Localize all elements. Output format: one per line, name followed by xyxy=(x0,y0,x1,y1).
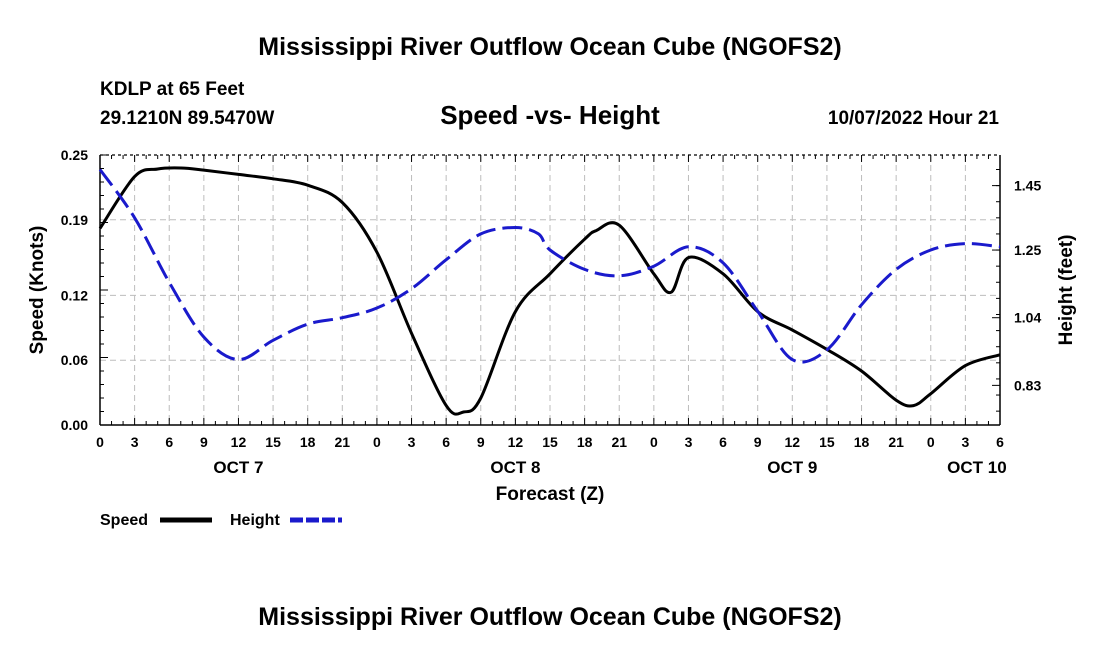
x-tick-label: 21 xyxy=(611,434,627,450)
x-tick-label: 6 xyxy=(165,434,173,450)
x-tick-label: 12 xyxy=(231,434,247,450)
chart-subtitle: Speed -vs- Height xyxy=(440,100,660,130)
x-day-label: OCT 9 xyxy=(767,458,817,477)
x-tick-label: 0 xyxy=(373,434,381,450)
x-tick-label: 3 xyxy=(685,434,693,450)
x-tick-label: 21 xyxy=(888,434,904,450)
y2-axis-label: Height (feet) xyxy=(1056,235,1077,346)
x-axis-label: Forecast (Z) xyxy=(496,484,605,505)
y-tick-label: 0.25 xyxy=(61,147,88,163)
station-label: KDLP at 65 Feet xyxy=(100,79,245,100)
x-tick-label: 12 xyxy=(508,434,524,450)
x-tick-label: 3 xyxy=(961,434,969,450)
x-tick-label: 9 xyxy=(477,434,485,450)
coords-label: 29.1210N 89.5470W xyxy=(100,108,274,129)
y-tick-label: 0.19 xyxy=(61,212,88,228)
page-title-top: Mississippi River Outflow Ocean Cube (NG… xyxy=(258,33,841,61)
page-title-bottom: Mississippi River Outflow Ocean Cube (NG… xyxy=(258,603,841,631)
y2-tick-label: 1.04 xyxy=(1014,310,1041,326)
x-tick-label: 6 xyxy=(719,434,727,450)
x-day-label: OCT 10 xyxy=(947,458,1007,477)
legend-height-label: Height xyxy=(230,512,280,529)
x-tick-label: 18 xyxy=(300,434,316,450)
y-tick-label: 0.12 xyxy=(61,287,88,303)
y2-tick-label: 1.45 xyxy=(1014,178,1041,194)
grid-lines xyxy=(100,155,1000,425)
x-tick-label: 21 xyxy=(335,434,351,450)
y-tick-label: 0.00 xyxy=(61,417,88,433)
datetime-label: 10/07/2022 Hour 21 xyxy=(828,108,1000,129)
legend: Speed Height xyxy=(100,512,342,529)
x-tick-label: 15 xyxy=(542,434,558,450)
y-axis-label: Speed (Knots) xyxy=(27,226,48,355)
series-line-height xyxy=(98,168,1001,364)
x-tick-label: 15 xyxy=(265,434,281,450)
x-tick-label: 3 xyxy=(131,434,139,450)
x-tick-label: 18 xyxy=(577,434,593,450)
x-tick-label: 9 xyxy=(200,434,208,450)
series-line-speed xyxy=(98,166,1001,416)
x-tick-label: 15 xyxy=(819,434,835,450)
x-tick-label: 6 xyxy=(442,434,450,450)
x-tick-label: 0 xyxy=(650,434,658,450)
y2-tick-label: 0.83 xyxy=(1014,377,1041,393)
x-tick-label: 6 xyxy=(996,434,1004,450)
y-tick-label: 0.06 xyxy=(61,352,88,368)
y2-tick-label: 1.25 xyxy=(1014,242,1041,258)
axes xyxy=(99,154,1001,426)
x-day-label: OCT 7 xyxy=(213,458,263,477)
x-tick-label: 0 xyxy=(927,434,935,450)
x-tick-label: 0 xyxy=(96,434,104,450)
x-tick-label: 9 xyxy=(754,434,762,450)
series-lines xyxy=(98,166,1001,416)
x-tick-label: 3 xyxy=(408,434,416,450)
tick-labels: 0 3 6 9 12 15 18 21 0 3 6 9 12 15 18 21 0 3 6 9 12 15 18 21 0 3 6 O… xyxy=(61,147,1042,477)
legend-speed-label: Speed xyxy=(100,512,148,529)
x-tick-label: 12 xyxy=(785,434,801,450)
x-tick-label: 18 xyxy=(854,434,870,450)
x-day-label: OCT 8 xyxy=(490,458,540,477)
